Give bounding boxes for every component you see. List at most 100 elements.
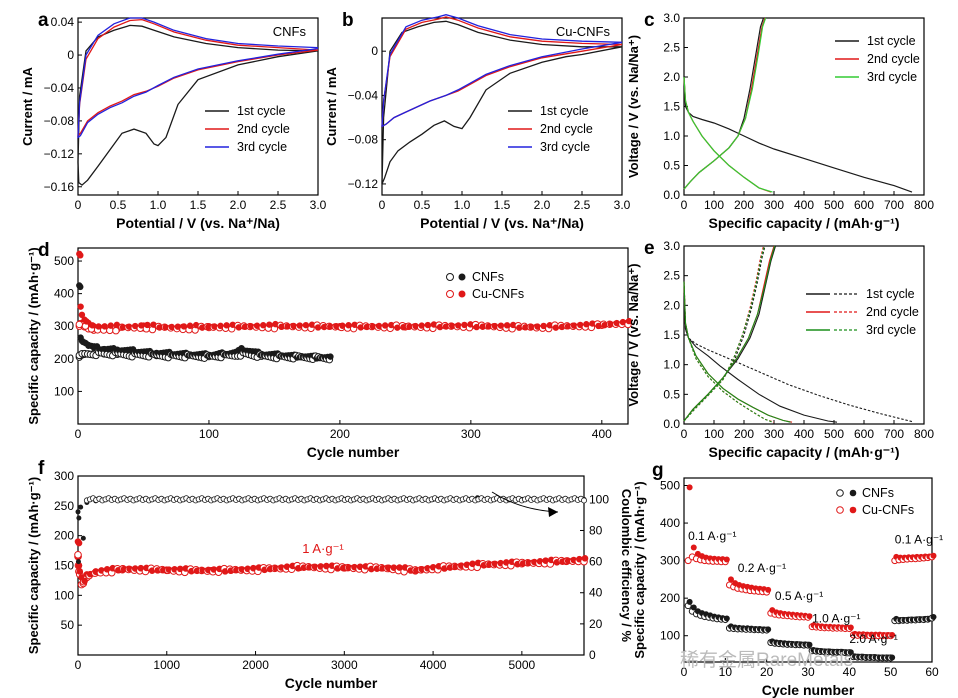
y-tick-label: −0.12	[348, 177, 379, 191]
data-point-filled	[806, 613, 813, 620]
legend-marker-filled	[458, 273, 466, 281]
y-tick-label: 500	[660, 479, 680, 493]
data-point-filled	[186, 322, 194, 329]
legend-marker-hollow	[446, 273, 454, 281]
legend-label: 3rd cycle	[540, 140, 590, 154]
panel-d: d 0 100 200 300 400 100 200 300 400 500 Cycle numbe…	[26, 240, 633, 460]
x-tick-label: 1.5	[494, 198, 511, 212]
data-point-filled	[260, 322, 267, 329]
x-tick-label: 500	[824, 427, 844, 441]
ce-point	[78, 504, 84, 510]
legend-label: 1st cycle	[866, 287, 915, 301]
data-point-filled	[686, 484, 693, 491]
data-point-hollow	[75, 320, 84, 329]
x-tick-label: 700	[884, 198, 904, 212]
legend-label: 1st cycle	[540, 104, 589, 118]
panel-label: b	[342, 10, 354, 31]
legend-label: CNFs	[472, 270, 504, 284]
x-tick-label: 5000	[509, 658, 536, 672]
data-point-filled	[930, 552, 937, 559]
x-tick-label: 2.0	[534, 198, 551, 212]
x-tick-label: 300	[461, 427, 481, 441]
data-point-filled	[75, 539, 83, 547]
y-tick-label: 2.5	[663, 269, 680, 283]
y-tick-label: −0.04	[44, 81, 75, 95]
panel-a: a 0 0.5 1.0 1.5 2.0 2.5 3.0 0.04 0 −0.04 −0.08 −0.12…	[20, 10, 327, 231]
panel-g: g 0 10 20 30 40 50 60 100 200 300 400 500 Cycle numbe…	[632, 460, 943, 698]
legend-label: 2nd cycle	[540, 122, 593, 136]
y-tick-label: 300	[54, 319, 74, 333]
series-line	[77, 18, 319, 138]
data-point-filled	[223, 322, 230, 329]
rate-label: 0.1 A·g⁻¹	[895, 533, 943, 547]
y-tick-label: 2.5	[663, 41, 680, 55]
y-tick-label: 100	[54, 384, 74, 398]
y-right-tick-label: 60	[589, 555, 603, 569]
x-tick-label: 3000	[331, 658, 358, 672]
y-right-axis-label: Coulombic efficiency / %	[619, 489, 634, 643]
y-tick-label: −0.12	[44, 147, 75, 161]
x-tick-label: 2.0	[230, 198, 247, 212]
x-tick-label: 100	[199, 427, 219, 441]
data-point-filled	[266, 321, 273, 328]
inset-label: CNFs	[273, 24, 307, 39]
y-tick-label: 0	[371, 44, 378, 58]
y-tick-label: 1.0	[663, 358, 680, 372]
y-tick-label: 200	[54, 352, 74, 366]
panel-label: g	[652, 460, 664, 481]
legend-label: 2nd cycle	[237, 122, 290, 136]
x-tick-label: 3.0	[614, 198, 631, 212]
rate-label: 0.1 A·g⁻¹	[688, 529, 736, 543]
x-tick-label: 0	[75, 658, 82, 672]
y-axis-label: Specific capacity / (mAh·g⁻¹)	[632, 481, 647, 658]
y-tick-label: 3.0	[663, 11, 680, 25]
inset-label: Cu-CNFs	[556, 24, 611, 39]
rate-label: 1.0 A·g⁻¹	[812, 612, 860, 626]
data-point-filled	[686, 598, 693, 605]
y-right-tick-label: 80	[589, 523, 603, 537]
y-tick-label: 400	[54, 287, 74, 301]
x-tick-label: 0.5	[414, 198, 431, 212]
x-tick-label: 400	[794, 427, 814, 441]
y-tick-label: 0.0	[663, 417, 680, 431]
data-point-filled	[485, 323, 492, 330]
data-point-filled	[302, 321, 310, 329]
y-axis-label: Current / mA	[20, 67, 35, 146]
y-tick-label: 1.0	[663, 129, 680, 143]
x-tick-label: 0	[75, 198, 82, 212]
y-axis-label: Current / mA	[324, 67, 339, 146]
series-line	[683, 17, 767, 190]
legend-label: 3rd cycle	[867, 70, 917, 84]
y-right-tick-label: 40	[589, 586, 603, 600]
x-tick-label: 30	[801, 665, 815, 679]
data-point-filled	[930, 613, 937, 620]
data-point-filled	[396, 564, 403, 571]
data-point-filled	[564, 323, 572, 330]
x-tick-label: 2.5	[574, 198, 591, 212]
legend-marker-filled	[849, 489, 857, 497]
series-line	[683, 293, 838, 423]
data-point-filled	[381, 322, 389, 329]
x-tick-label: 800	[914, 427, 934, 441]
y-axis-label: Specific capacity / (mAh·g⁻¹)	[26, 247, 41, 424]
data-point-filled	[581, 555, 589, 562]
data-point-filled	[95, 323, 102, 330]
data-point-filled	[388, 321, 395, 329]
x-tick-label: 2.5	[270, 198, 287, 212]
legend-marker-hollow	[446, 290, 454, 298]
legend-label: Cu-CNFs	[862, 503, 914, 517]
series-line	[683, 245, 766, 422]
data-point-filled	[77, 283, 84, 291]
data-point-filled	[77, 303, 84, 310]
series-line	[381, 14, 623, 128]
series-line	[683, 245, 765, 422]
data-point-filled	[76, 568, 84, 575]
legend-label: 1st cycle	[867, 34, 916, 48]
y-tick-label: 0.0	[663, 188, 680, 202]
data-point-filled	[690, 604, 697, 611]
series-line	[683, 245, 765, 422]
annotation: 1 A·g⁻¹	[302, 541, 344, 556]
data-point-filled	[589, 320, 596, 327]
data-point-hollow	[74, 550, 82, 559]
